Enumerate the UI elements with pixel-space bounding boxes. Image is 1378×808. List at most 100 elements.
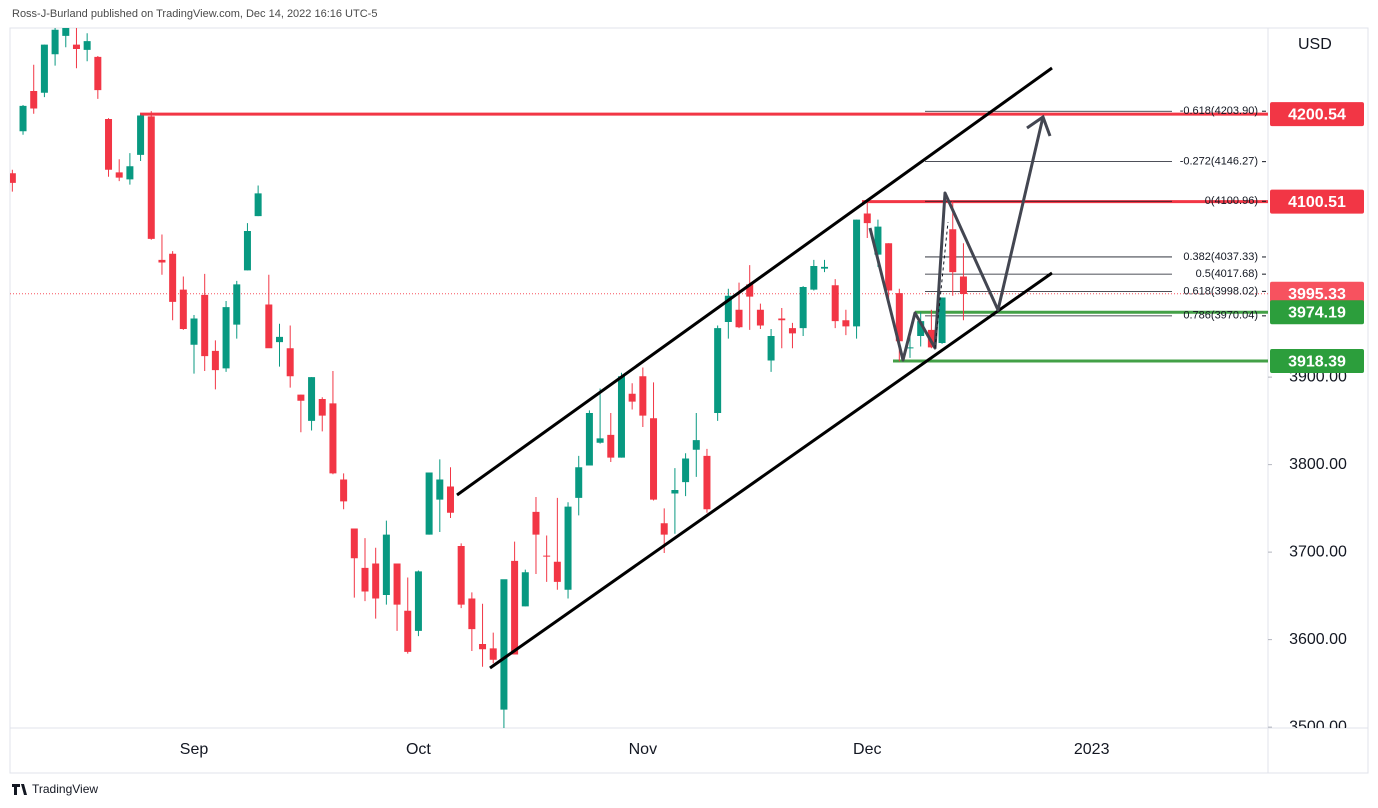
candle-body	[714, 328, 722, 413]
candle-body	[500, 579, 508, 710]
candle-body	[575, 467, 583, 498]
currency: USD	[1298, 36, 1332, 53]
y-tick-label: 3600.00	[1289, 631, 1347, 648]
candle-body	[756, 309, 764, 326]
candle-body	[724, 295, 732, 322]
price-label-box	[1270, 300, 1364, 325]
candle-body	[436, 479, 444, 500]
candle-body	[222, 307, 230, 369]
candle-body	[767, 336, 775, 361]
candle-body	[810, 266, 818, 290]
candle-body	[735, 309, 743, 328]
candle-body	[446, 486, 454, 513]
candle-body	[190, 318, 198, 345]
fib-label: 0.786(3970.04)	[1183, 310, 1258, 322]
candle-body	[158, 259, 166, 263]
logo: TradingView	[12, 782, 98, 796]
candle-body	[949, 229, 957, 273]
fib-label: 0.382(4037.33)	[1183, 251, 1258, 263]
candle-body	[457, 546, 465, 605]
candle-body	[682, 458, 690, 483]
candle-body	[906, 347, 914, 349]
candle-body	[254, 193, 262, 217]
fib-label: -0.618(4203.90)	[1180, 105, 1258, 117]
candle-body	[318, 399, 326, 416]
x-tick-label: Dec	[853, 741, 881, 758]
candle-body	[19, 105, 27, 132]
candle-body	[72, 44, 80, 49]
candle-body	[62, 28, 70, 36]
candle-body	[521, 572, 529, 607]
candle-body	[361, 567, 369, 592]
candle-body	[147, 116, 155, 239]
footer: TradingView	[32, 782, 98, 796]
candle-body	[831, 285, 839, 322]
y-tick-label: 3500.00	[1289, 718, 1347, 735]
price-label: 3995.33	[1288, 286, 1346, 303]
x-tick-label: Sep	[180, 741, 209, 758]
candle-body	[596, 438, 604, 443]
candle-body	[40, 44, 48, 93]
candle-body	[126, 166, 134, 180]
candle-body	[617, 376, 625, 458]
channel-upper	[456, 66, 1053, 497]
candle-body	[94, 56, 102, 91]
candle-body	[169, 253, 177, 302]
candle-body	[30, 91, 38, 109]
header: Ross-J-Burland published on TradingView.…	[12, 8, 377, 20]
candle-body	[927, 329, 935, 348]
price-label: 3974.19	[1288, 304, 1346, 321]
candle-body	[372, 563, 380, 599]
price-label-box	[1270, 349, 1364, 374]
candle-body	[340, 479, 348, 502]
candle-body	[489, 648, 497, 660]
candle-body	[479, 644, 487, 650]
candle-body	[393, 563, 401, 605]
fib-label: 0.618(3998.02)	[1183, 285, 1258, 297]
candle-body	[842, 320, 850, 327]
drawings	[456, 66, 1053, 670]
candle-body	[137, 115, 145, 155]
candle-body	[885, 243, 893, 291]
candle-body	[692, 440, 700, 450]
candle-body	[788, 328, 796, 334]
projection-arrow	[1026, 114, 1052, 137]
price-label-box	[1270, 189, 1364, 214]
candle-body	[243, 231, 251, 271]
x-tick-label: Nov	[629, 741, 657, 758]
price-label-box	[1270, 102, 1364, 127]
candle-body	[650, 418, 658, 500]
price-label: 3918.39	[1288, 353, 1346, 370]
fib-label: 0(4100.96)	[1205, 195, 1258, 207]
x-tick-label: 2023	[1074, 741, 1110, 758]
candle-body	[265, 304, 273, 349]
candle-body	[308, 377, 316, 421]
channel-lower	[489, 271, 1053, 670]
candle-body	[660, 523, 668, 535]
candle-body	[211, 350, 219, 371]
candle-body	[874, 226, 882, 255]
candle-body	[286, 348, 294, 377]
candle-body	[703, 455, 711, 510]
candle-body	[639, 376, 647, 416]
candle-body	[51, 29, 59, 55]
candle-body	[553, 561, 561, 582]
candle-body	[821, 266, 829, 269]
candle-body	[201, 294, 209, 357]
candle-body	[895, 293, 903, 342]
candle-body	[350, 528, 358, 559]
candle-body	[382, 534, 390, 595]
price-label: 4100.51	[1288, 194, 1346, 211]
candle-body	[778, 318, 786, 321]
candle-body	[179, 289, 187, 329]
candle-body	[404, 610, 412, 652]
candle-body	[105, 119, 113, 170]
chart-frame	[9, 27, 1369, 774]
logo-mark	[12, 784, 27, 795]
candle-body	[746, 284, 754, 297]
candle-body	[425, 472, 433, 535]
candle-body	[564, 506, 572, 590]
